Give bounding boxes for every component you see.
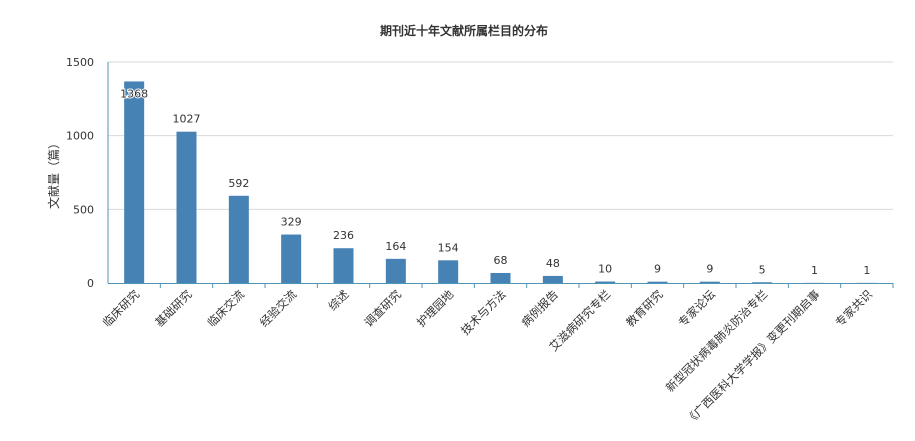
data-label: 10 [598,263,612,276]
x-tick-label: 基础研究 [152,287,195,330]
y-axis-label: 文献量（篇） [46,137,61,209]
y-tick-label: 1000 [66,130,94,143]
x-tick-label: 教育研究 [623,287,666,330]
bar[interactable] [438,260,459,283]
y-tick-label: 1500 [66,56,94,69]
bar[interactable] [281,234,302,283]
x-tick-label: 技术与方法 [458,287,509,338]
data-label: 1 [811,264,818,277]
bar[interactable] [699,281,720,283]
bar[interactable] [333,248,354,283]
x-tick-label: 护理园地 [414,287,457,330]
bar[interactable] [228,195,249,283]
bar[interactable] [124,81,145,283]
bar[interactable] [385,258,406,283]
y-tick-label: 0 [87,277,94,290]
data-labels: 1368 1027 592 329 236 164 154 68 48 10 9 9 5 1 1 [119,86,870,277]
data-label: 9 [706,263,713,276]
x-tick-label: 经验交流 [257,287,300,330]
x-tick-label: 综述 [325,287,352,314]
data-label: 1368 [120,87,148,100]
data-label: 164 [385,240,406,253]
x-tick-label: 专家论坛 [676,287,719,330]
x-tick-label: 调查研究 [362,287,405,330]
data-label: 1 [863,264,870,277]
data-label: 154 [438,241,459,254]
x-tick-label: 临床研究 [100,287,143,330]
x-tick-label: 专家共识 [833,287,875,329]
data-label: 592 [228,177,249,190]
bar[interactable] [752,282,773,283]
x-tick-label: 新型冠状病毒肺炎防治专栏 [663,287,770,394]
data-label: 236 [333,229,354,242]
data-label: 1027 [173,113,201,126]
x-tick-label: 病例报告 [519,287,561,329]
bars [124,81,877,283]
chart-title: 期刊近十年文献所属栏目的分布 [380,23,548,38]
data-label: 68 [494,254,508,267]
bar[interactable] [595,281,616,283]
data-label: 48 [546,257,560,270]
data-label: 5 [759,263,766,276]
bar[interactable] [647,281,668,283]
data-label: 329 [281,216,302,229]
grid-lines [108,61,893,210]
bar[interactable] [542,275,563,283]
bar[interactable] [176,131,197,283]
data-label: 9 [654,263,661,276]
y-tick-label: 500 [73,203,94,216]
x-tick-label: 临床交流 [205,287,248,330]
bar[interactable] [490,272,511,283]
